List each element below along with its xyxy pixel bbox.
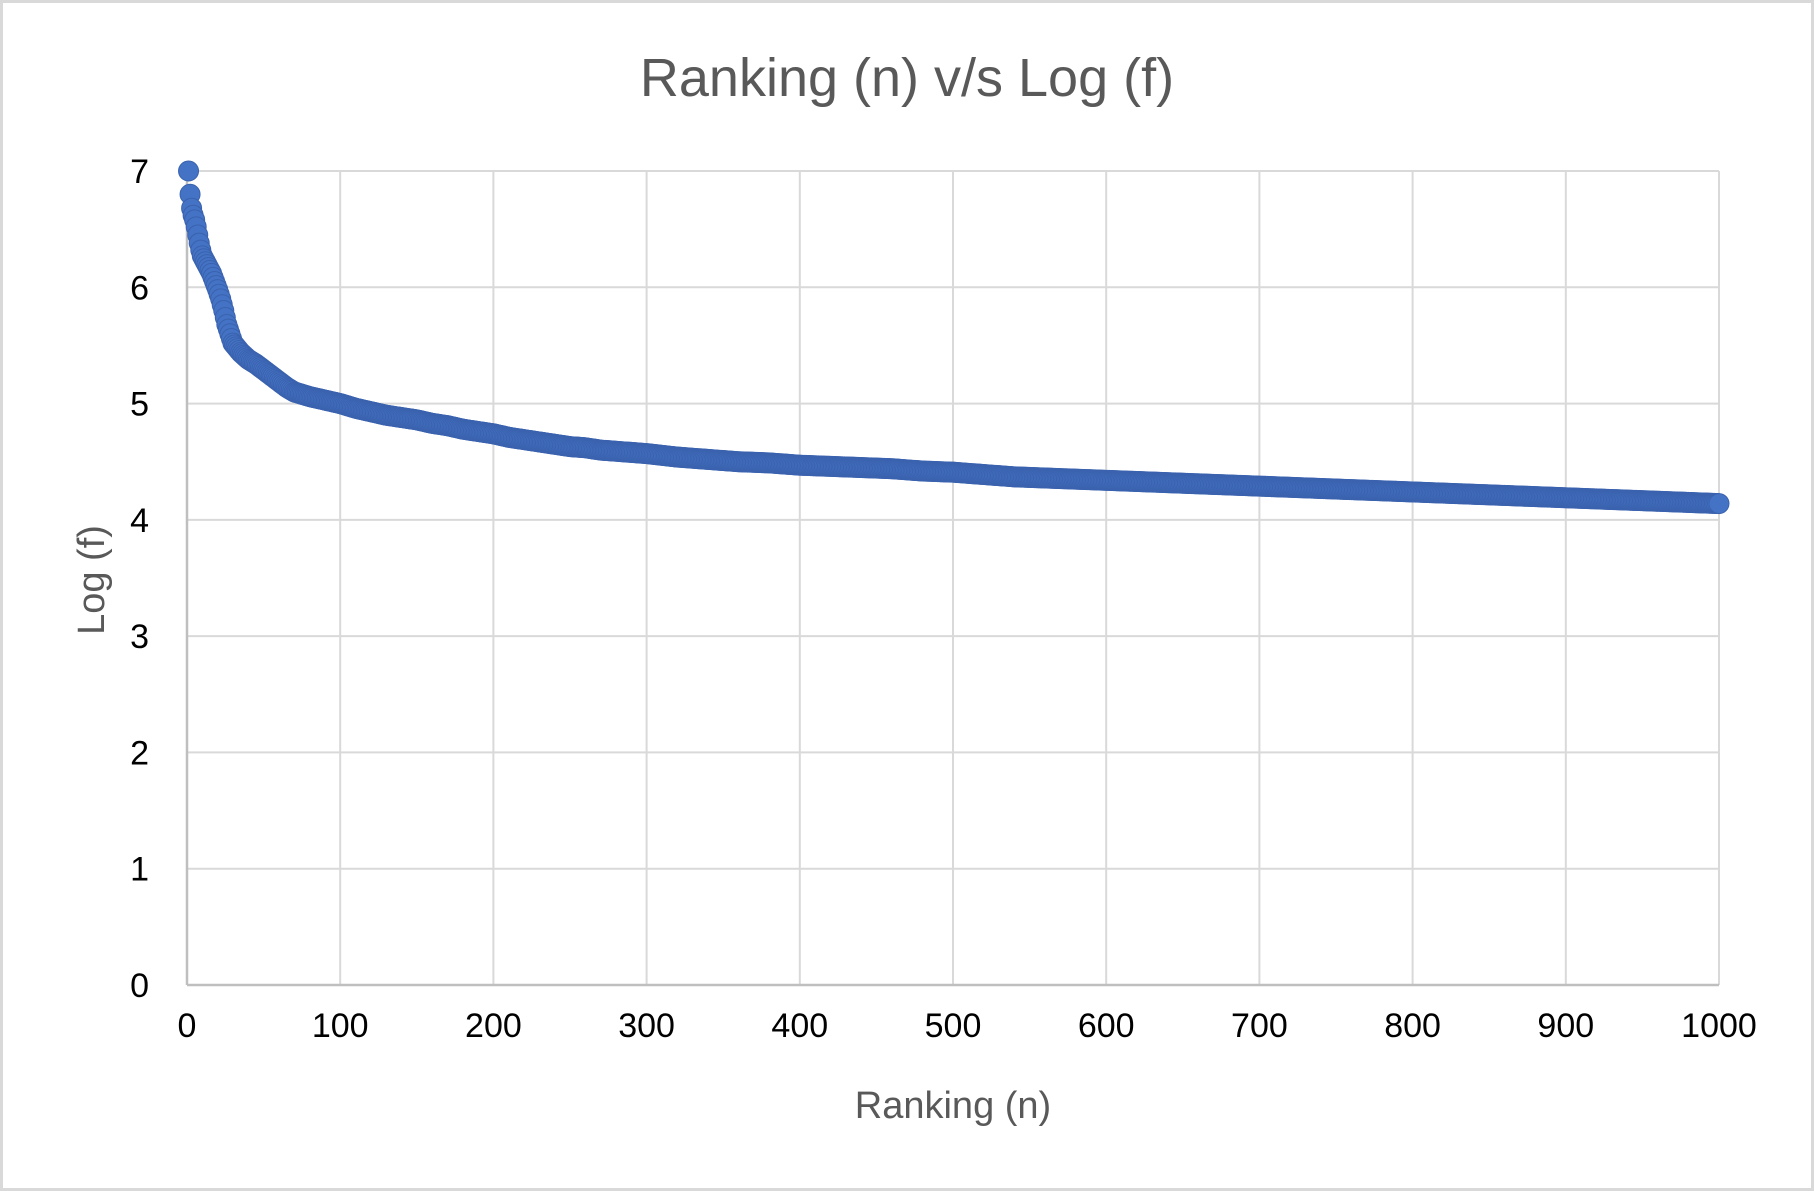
chart-title: Ranking (n) v/s Log (f) <box>640 48 1174 108</box>
x-tick-label: 800 <box>1384 1007 1441 1045</box>
y-tick-label: 5 <box>130 386 149 424</box>
axes <box>185 169 1719 987</box>
x-tick-label: 700 <box>1231 1007 1288 1045</box>
x-tick-label: 200 <box>465 1007 522 1045</box>
x-tick-label: 400 <box>771 1007 828 1045</box>
x-tick-label: 100 <box>312 1007 369 1045</box>
x-tick-label: 500 <box>925 1007 982 1045</box>
x-tick-label: 300 <box>618 1007 675 1045</box>
data-point <box>1708 493 1730 515</box>
data-point <box>178 160 200 182</box>
x-tick-label: 600 <box>1078 1007 1135 1045</box>
y-tick-label: 6 <box>130 269 149 307</box>
y-tick-label: 0 <box>130 967 149 1005</box>
y-tick-label: 2 <box>130 734 149 772</box>
x-axis-title: Ranking (n) <box>855 1085 1051 1127</box>
gridlines <box>187 170 1720 985</box>
y-tick-label: 7 <box>130 153 149 191</box>
y-tick-label: 3 <box>130 618 149 656</box>
data-points <box>178 160 1730 515</box>
y-tick-label: 1 <box>130 851 149 889</box>
x-tick-label: 1000 <box>1681 1007 1757 1045</box>
x-tick-label: 0 <box>178 1007 197 1045</box>
y-tick-label: 4 <box>130 502 149 540</box>
tick-labels: 0 100 200 300 400 500 600 700 800 900 1000 0 1 2 3 4 5 6 7 <box>130 153 1757 1045</box>
x-tick-label: 900 <box>1537 1007 1594 1045</box>
y-axis-title: Log (f) <box>71 525 113 635</box>
